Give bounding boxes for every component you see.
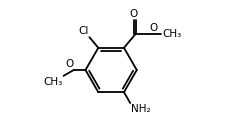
Text: CH₃: CH₃ — [162, 29, 181, 39]
Text: NH₂: NH₂ — [131, 104, 150, 114]
Text: Cl: Cl — [78, 26, 89, 37]
Text: CH₃: CH₃ — [44, 77, 63, 87]
Text: O: O — [130, 9, 138, 19]
Text: O: O — [150, 23, 158, 33]
Text: O: O — [65, 59, 74, 69]
